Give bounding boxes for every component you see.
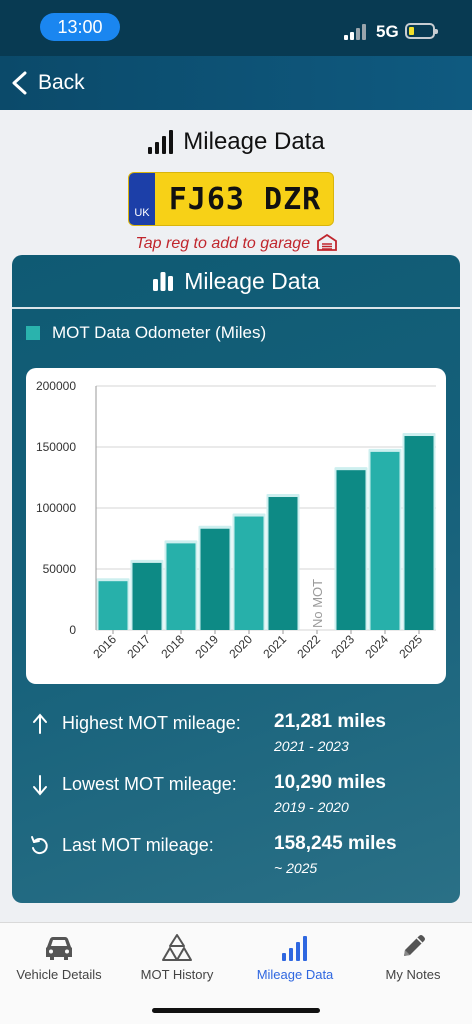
card-header: Mileage Data (12, 255, 460, 309)
triangles-icon (162, 934, 192, 961)
annotation-no-mot: No MOT (310, 579, 325, 628)
mileage-chart-svg: 0 50000 100000 150000 200000 2016 2017 2018 2019… (36, 379, 436, 661)
bar-2017[interactable] (132, 562, 162, 630)
back-label: Back (38, 71, 85, 94)
rotate-ccw-icon (31, 836, 48, 855)
pencil-icon (404, 935, 425, 956)
stat-range: ~ 2025 (274, 860, 318, 876)
tab-label: Mileage Data (256, 967, 334, 982)
stat-value: 158,245 miles (274, 833, 397, 854)
tab-vehicle-details[interactable]: Vehicle Details (0, 923, 118, 993)
bar-2020[interactable] (234, 516, 264, 630)
x-tick-label: 2022 (294, 632, 323, 661)
mileage-chart: 0 50000 100000 150000 200000 2016 2017 2018 2019… (26, 368, 446, 684)
tab-label: Vehicle Details (16, 967, 102, 982)
stat-label: Highest MOT mileage: (62, 713, 241, 733)
garage-icon (316, 234, 337, 251)
signal-icon (344, 24, 370, 40)
y-tick-label: 0 (69, 623, 76, 637)
card-title: Mileage Data (184, 267, 320, 294)
bar-2019[interactable] (200, 528, 230, 630)
bar-2018[interactable] (166, 543, 196, 630)
plate-registration: FJ63 DZR (168, 182, 322, 217)
stat-range: 2019 - 2020 (274, 799, 349, 815)
registration-plate[interactable]: UK FJ63 DZR (128, 172, 334, 226)
y-tick-label: 100000 (36, 501, 76, 515)
y-tick-label: 50000 (43, 562, 77, 576)
tab-bar: Vehicle Details MOT History Mileage Data… (0, 922, 472, 1024)
car-icon (46, 937, 72, 960)
bar-chart-icon (153, 272, 174, 291)
x-tick-label: 2017 (124, 632, 153, 661)
chart-legend: MOT Data Odometer (Miles) (26, 323, 266, 343)
add-to-garage-hint[interactable]: Tap reg to add to garage (0, 234, 472, 253)
tab-mot-history[interactable]: MOT History (118, 923, 236, 993)
y-tick-label: 200000 (36, 379, 76, 393)
stat-label: Lowest MOT mileage: (62, 774, 237, 794)
nav-bar: Back (0, 56, 472, 110)
bar-2023[interactable] (336, 470, 366, 630)
bar-2024[interactable] (370, 451, 400, 630)
chevron-left-icon (12, 71, 27, 95)
x-tick-label: 2024 (362, 632, 391, 661)
bar-2021[interactable] (268, 497, 298, 630)
stat-label: Last MOT mileage: (62, 835, 214, 855)
x-tick-label: 2023 (328, 632, 357, 661)
plate-country: UK (134, 207, 150, 219)
x-tick-label: 2025 (396, 632, 425, 661)
stat-value: 21,281 miles (274, 711, 386, 732)
battery-icon (405, 23, 438, 39)
bar-2025[interactable] (404, 436, 434, 630)
x-tick-label: 2018 (158, 632, 187, 661)
page-title-text: Mileage Data (183, 128, 325, 155)
stat-range: 2021 - 2023 (274, 738, 349, 754)
stat-value: 10,290 miles (274, 772, 386, 793)
x-tick-label: 2019 (192, 632, 221, 661)
x-tick-label: 2020 (226, 632, 255, 661)
tab-my-notes[interactable]: My Notes (354, 923, 472, 993)
signal-bars-icon (282, 936, 307, 961)
garage-hint-text: Tap reg to add to garage (135, 235, 311, 252)
arrow-up-icon (33, 713, 47, 734)
tab-label: My Notes (385, 967, 441, 982)
page-title: Mileage Data (0, 125, 472, 159)
home-indicator (152, 1008, 320, 1013)
tab-mileage-data[interactable]: Mileage Data (236, 923, 354, 993)
legend-label: MOT Data Odometer (Miles) (52, 323, 267, 342)
x-tick-label: 2016 (90, 632, 119, 661)
y-tick-label: 150000 (36, 440, 76, 454)
plate-country-band: UK (129, 173, 155, 225)
bar-2016[interactable] (98, 581, 128, 630)
legend-swatch (26, 326, 40, 340)
tab-label: MOT History (140, 967, 214, 982)
signal-bars-icon (148, 130, 174, 154)
network-label: 5G (376, 22, 399, 41)
back-button[interactable]: Back (10, 68, 85, 98)
status-bar: 13:00 5G (0, 0, 472, 56)
mileage-card: Mileage Data MOT Data Odometer (Miles) 0… (12, 255, 460, 903)
status-time: 13:00 (40, 13, 120, 41)
arrow-down-icon (33, 775, 47, 796)
x-tick-label: 2021 (260, 632, 289, 661)
